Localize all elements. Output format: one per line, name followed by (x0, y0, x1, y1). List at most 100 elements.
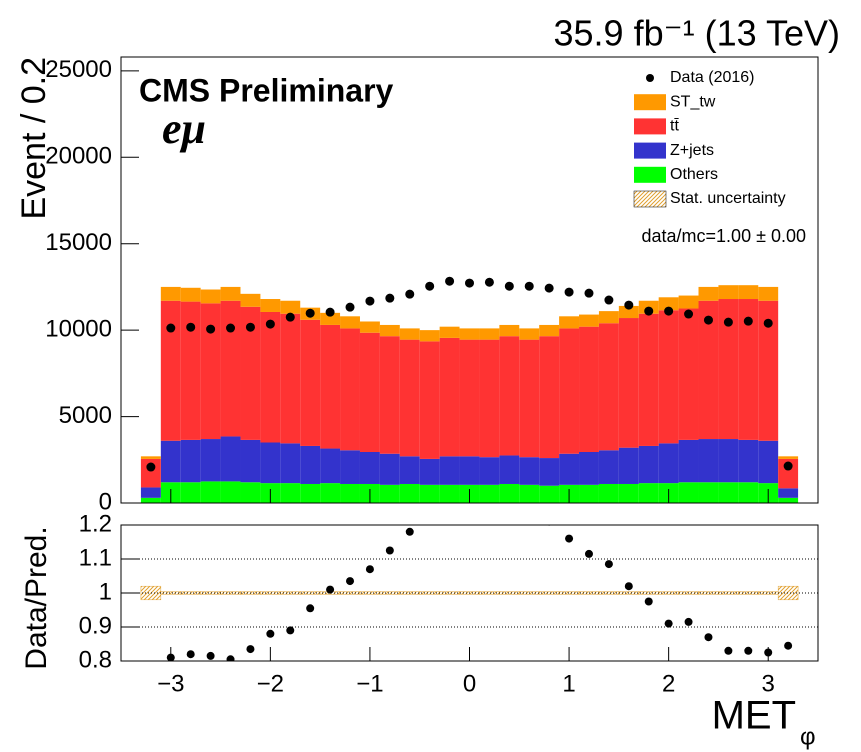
x-tick-label: −3 (157, 670, 184, 697)
hist-bar (718, 482, 739, 503)
hist-bar (579, 484, 599, 503)
hist-bar (519, 457, 540, 485)
hist-bar (499, 324, 520, 337)
hist-bar (638, 313, 659, 446)
hist-bar (559, 316, 580, 329)
hist-bar (539, 458, 560, 486)
hist-bar (140, 456, 161, 459)
data-point (723, 317, 733, 327)
x-tick-label: 0 (463, 670, 476, 697)
hist-bar (658, 443, 679, 484)
legend-label: ST_tw (670, 93, 716, 110)
hist-bar (399, 483, 420, 503)
hist-bar (200, 303, 221, 440)
hist-bar (439, 337, 460, 457)
hist-bar (419, 458, 440, 485)
ratio-point (565, 534, 574, 543)
ratio-point (724, 646, 733, 655)
hist-bar (479, 457, 500, 485)
hist-bar (180, 482, 201, 503)
hist-bar (579, 314, 599, 327)
legend-label: tt̄ (670, 118, 679, 135)
hist-bar (698, 482, 719, 503)
legend-swatch (634, 142, 666, 159)
y-tick-label: 0.8 (79, 646, 112, 673)
hist-bar (439, 326, 460, 338)
hist-bar (180, 301, 201, 440)
ratio-y-axis-label: Data/Pred. (20, 526, 53, 669)
hist-bar (738, 439, 759, 483)
hist-bar (638, 483, 659, 503)
hist-bar (220, 286, 241, 301)
hist-bar (718, 285, 739, 300)
hist-bar (320, 448, 341, 484)
data-point (524, 281, 534, 291)
lumi-title: 35.9 fb⁻¹ (13 TeV) (554, 13, 841, 54)
legend-swatch (633, 190, 667, 208)
hist-bar (240, 439, 261, 483)
hist-bar (220, 300, 241, 437)
cms-label: CMS Preliminary (139, 72, 394, 108)
frame (120, 56, 819, 504)
data-point (484, 277, 494, 287)
hist-bar (459, 328, 480, 340)
hist-bar (678, 439, 699, 483)
data-point (703, 315, 713, 325)
hist-bar (240, 482, 261, 503)
data-point (186, 322, 196, 332)
ratio-point (266, 629, 275, 638)
hist-bar (598, 483, 619, 503)
plot-area (140, 276, 799, 503)
hist-bar (359, 452, 380, 484)
hist-bar (280, 300, 301, 314)
ratio-point (664, 619, 673, 628)
hist-bar (698, 300, 719, 440)
hist-bar (738, 299, 759, 440)
hist-bar (399, 339, 420, 457)
data-point (265, 319, 275, 329)
hist-bar (698, 439, 719, 483)
hist-bar (618, 318, 639, 448)
hist-bar (579, 326, 599, 453)
hist-bar (220, 481, 241, 503)
hist-bar (180, 439, 201, 483)
hist-bar (300, 319, 321, 446)
hist-bar (499, 336, 520, 456)
data-point (465, 278, 474, 288)
hist-bar (539, 324, 560, 337)
y-tick-label: 25000 (45, 56, 112, 83)
hist-bar (340, 450, 360, 484)
data-point (644, 306, 654, 316)
data-point (684, 309, 694, 319)
hist-bar (220, 436, 241, 482)
y-tick-label: 1.1 (79, 544, 112, 571)
legend-swatch (634, 118, 666, 135)
legend-label: Others (670, 166, 718, 183)
hist-bar (758, 286, 779, 301)
hist-bar (200, 289, 221, 304)
hist-bar (638, 445, 659, 484)
ratio-point (147, 667, 155, 675)
hist-bar (160, 440, 181, 483)
hist-bar (738, 285, 759, 300)
frame (120, 524, 819, 662)
hist-bar (678, 482, 699, 503)
x-tick-label: 1 (562, 670, 575, 697)
data-point (325, 307, 335, 317)
hist-bar (399, 456, 420, 484)
ratio-point (784, 641, 793, 650)
hist-bar (698, 286, 719, 301)
hist-bar (379, 336, 400, 454)
ratio-point (684, 617, 693, 626)
hist-bar (320, 312, 341, 325)
hist-bar (778, 497, 799, 503)
hist-bar (419, 484, 440, 503)
y-tick-label: 1.2 (79, 510, 112, 537)
data-point (604, 295, 614, 305)
data-point (624, 300, 634, 310)
y-tick-label: 20000 (45, 143, 112, 170)
data-mc-label: data/mc=1.00 ± 0.00 (642, 226, 807, 246)
ratio-point (644, 597, 653, 606)
hist-bar (598, 323, 619, 451)
hist-bar (479, 484, 500, 503)
